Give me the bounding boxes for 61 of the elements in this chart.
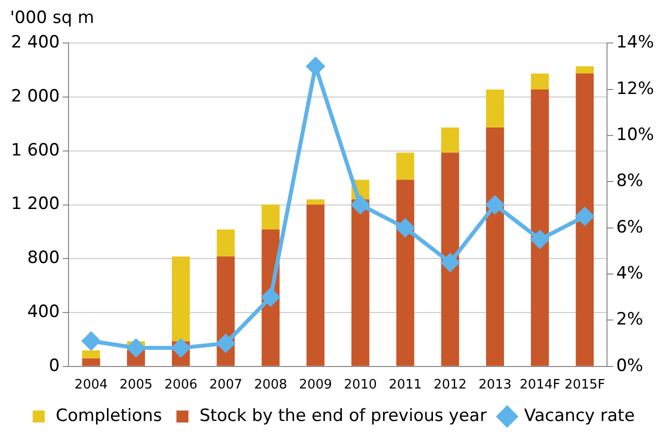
- bar: [576, 74, 594, 366]
- y2-tick-label: 8%: [616, 171, 644, 192]
- y-tick-label: 400: [27, 302, 60, 322]
- y-axis-title: '000 sq m: [10, 8, 96, 30]
- bar: [351, 199, 370, 366]
- y2-tick-label: 14%: [616, 32, 654, 53]
- point: [576, 207, 594, 226]
- y-tick-label: 800: [27, 248, 60, 268]
- x-tick-label: 2015F: [564, 378, 606, 393]
- bar: [396, 180, 414, 366]
- y2-tick-label: 2%: [616, 310, 644, 330]
- bar: [306, 199, 324, 205]
- y-tick-label: 1 600: [10, 140, 60, 160]
- bar: [262, 204, 280, 230]
- x-tick-label: 2009: [298, 378, 332, 393]
- point: [126, 338, 145, 357]
- bar: [530, 74, 549, 90]
- bar: [172, 256, 190, 342]
- point: [262, 288, 280, 306]
- point: [306, 57, 324, 76]
- y-tick-label: 1 200: [10, 194, 60, 214]
- y2-tick-label: 10%: [616, 124, 654, 145]
- bar: [486, 128, 504, 366]
- y-tick-label: 2 400: [10, 32, 60, 53]
- y-tick-label: 0: [48, 356, 60, 376]
- legend-label: Stock by the end of previous year: [199, 406, 487, 426]
- point: [396, 218, 414, 237]
- x-tick-label: 2010: [344, 378, 377, 393]
- bar: [530, 90, 549, 366]
- x-tick-label: 2005: [119, 378, 153, 393]
- bar: [216, 229, 235, 257]
- bar: [396, 152, 414, 180]
- x-tick-label: 2012: [434, 378, 467, 393]
- x-tick-label: 2004: [74, 378, 108, 393]
- x-tick-label: 2011: [388, 378, 422, 393]
- point: [351, 196, 370, 214]
- legend-label: Vacancy rate: [524, 406, 635, 426]
- bar: [486, 90, 504, 128]
- x-tick-label: 2006: [164, 378, 198, 393]
- x-tick-label: 2014F: [520, 378, 560, 393]
- point: [172, 338, 190, 357]
- point: [82, 332, 100, 350]
- bar: [576, 66, 594, 74]
- y2-tick-label: 0%: [616, 356, 644, 376]
- y2-tick-label: 4%: [616, 263, 644, 284]
- bar: [441, 152, 460, 366]
- point: [441, 254, 460, 272]
- y2-tick-label: 12%: [616, 78, 654, 99]
- bar: [82, 358, 100, 366]
- y-tick-label: 2 000: [10, 86, 60, 106]
- bar: [82, 350, 100, 358]
- bar: [441, 128, 460, 153]
- point: [216, 334, 235, 352]
- y2-tick-label: 6%: [616, 217, 644, 238]
- point: [530, 230, 549, 248]
- bar: [306, 204, 324, 366]
- x-tick-label: 2013: [478, 378, 512, 393]
- x-tick-label: 2007: [209, 378, 242, 393]
- x-tick-label: 2008: [254, 378, 288, 393]
- point: [486, 196, 504, 214]
- legend-label: Completions: [56, 406, 162, 426]
